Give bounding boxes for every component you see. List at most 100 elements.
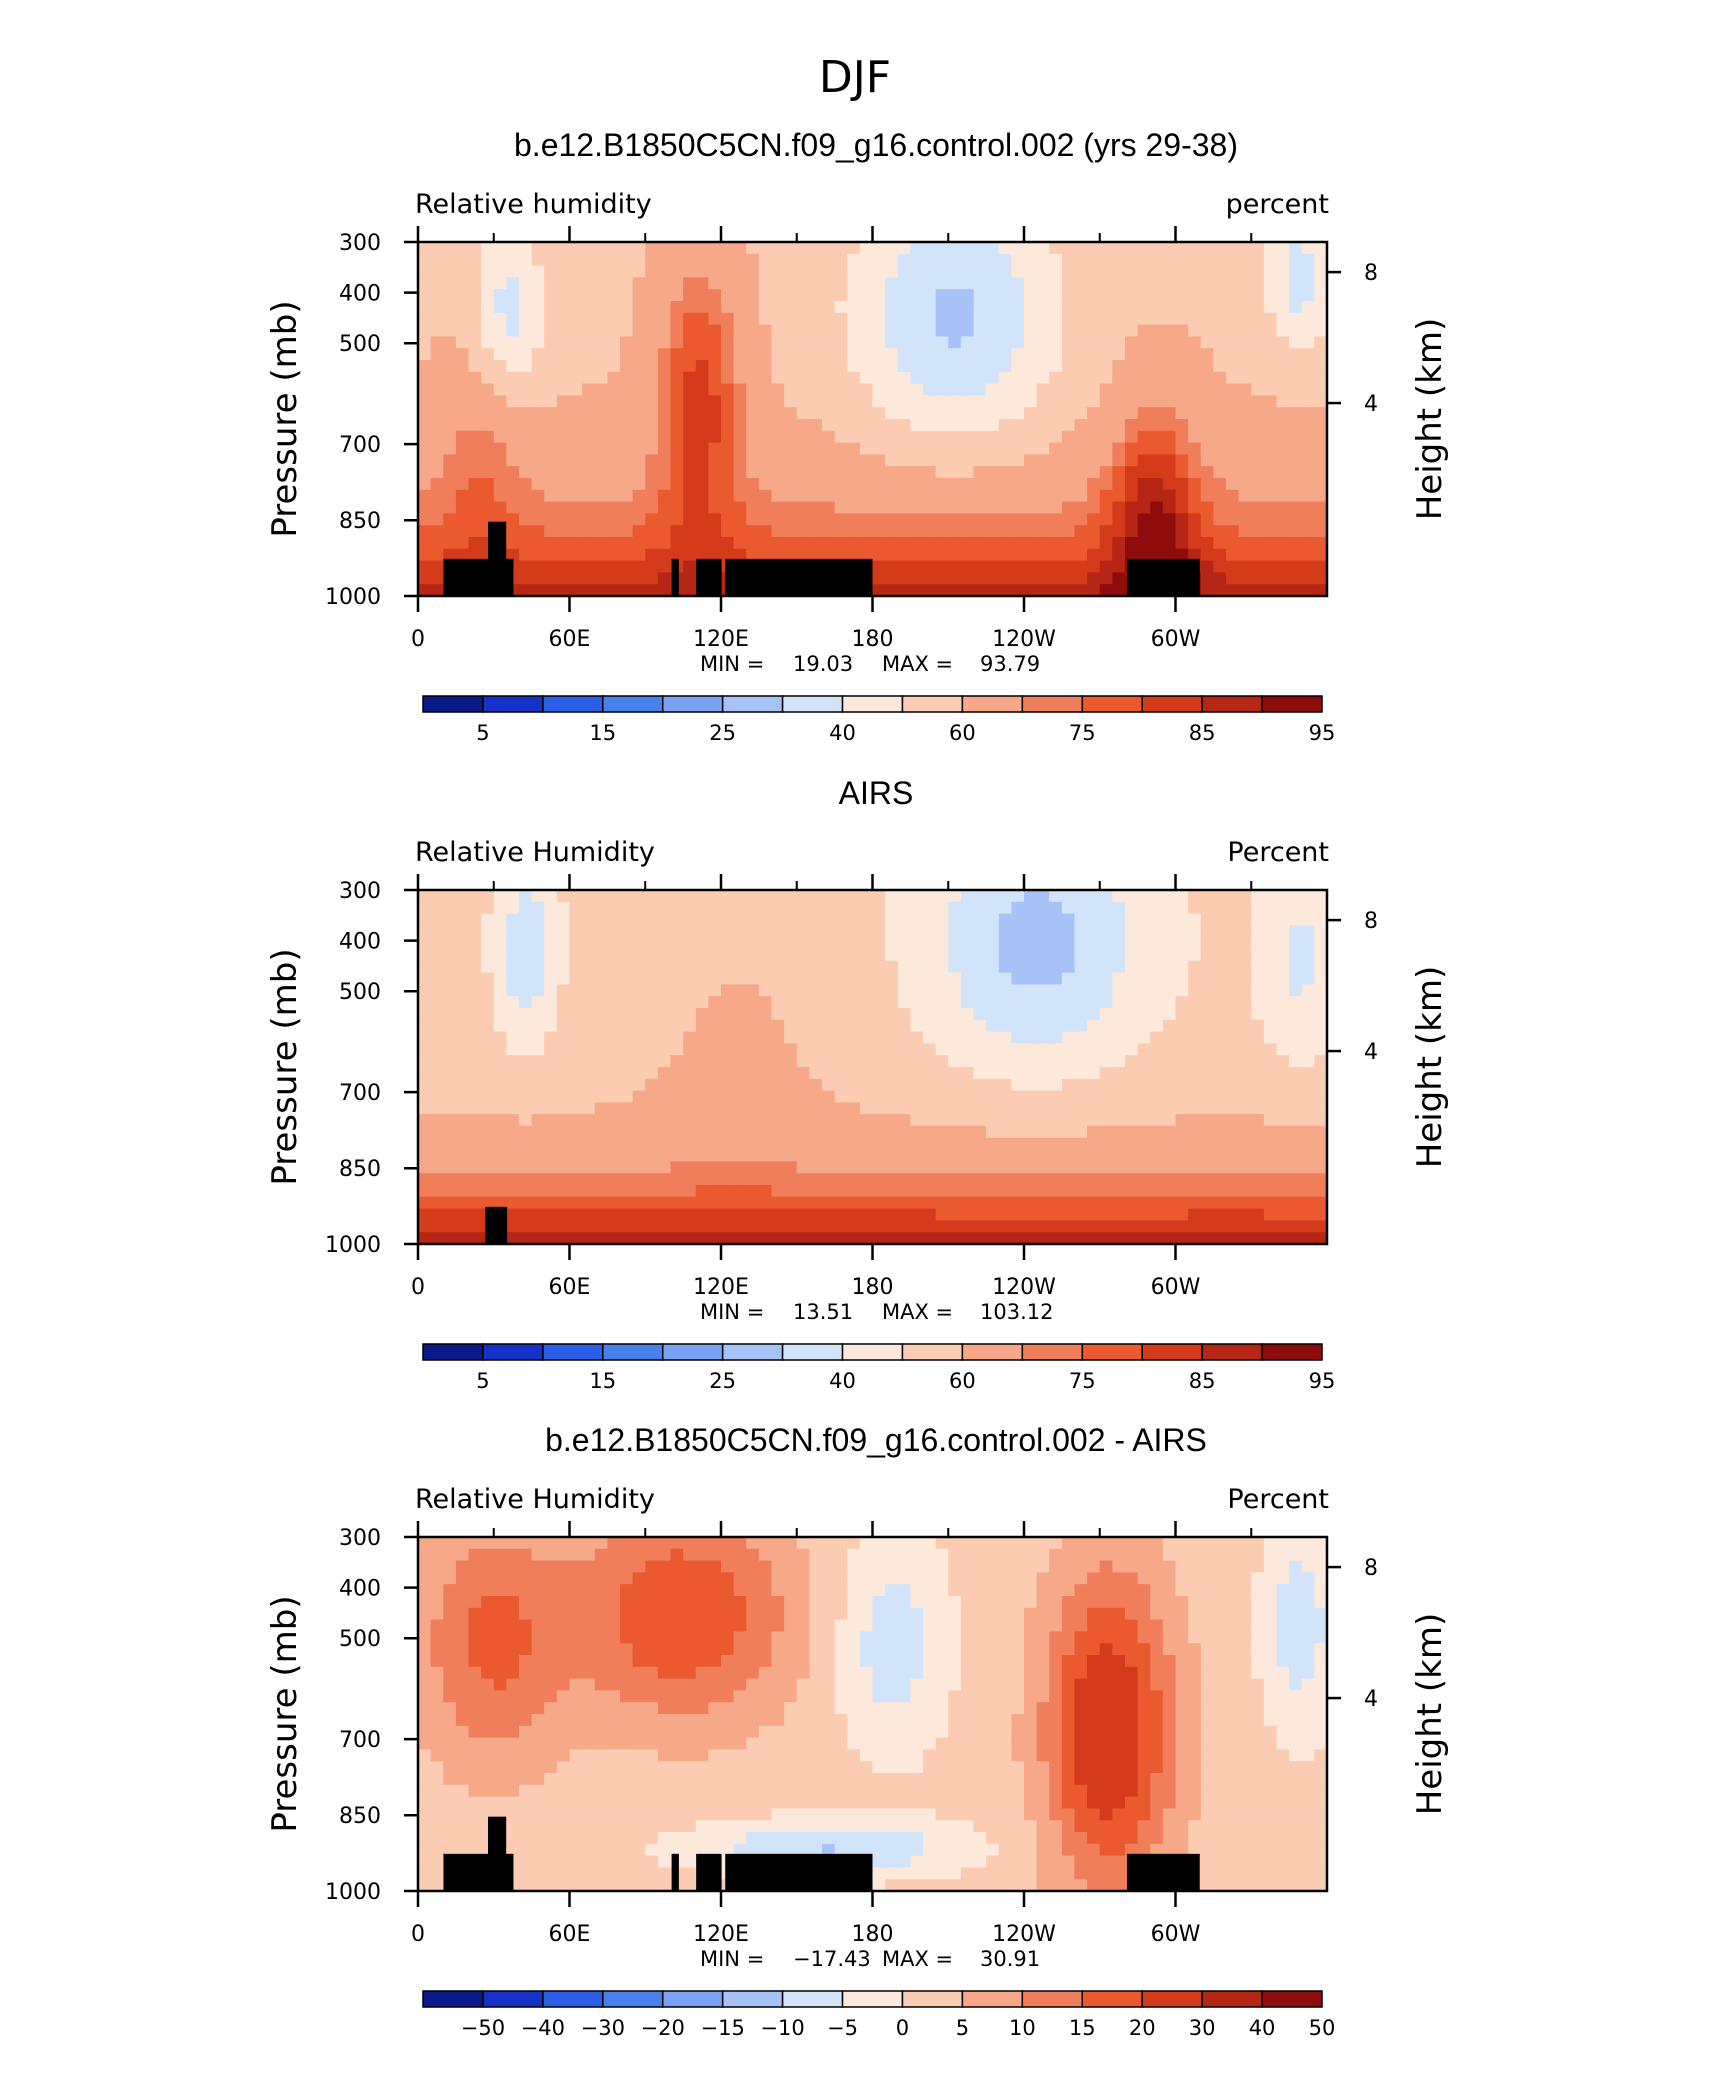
contour-cell — [923, 1196, 937, 1210]
contour-cell — [1226, 525, 1240, 538]
contour-cell — [822, 1126, 836, 1139]
contour-cell — [695, 360, 709, 373]
contour-cell — [443, 419, 457, 432]
contour-cell — [1175, 1149, 1189, 1162]
contour-cell — [683, 301, 697, 314]
contour-cell — [481, 1114, 495, 1127]
contour-cell — [809, 407, 823, 420]
contour-cell — [998, 1043, 1012, 1056]
contour-cell — [1200, 1137, 1214, 1151]
min-value: 13.51 — [793, 1300, 853, 1324]
contour-cell — [1251, 1232, 1265, 1245]
contour-cell — [645, 901, 659, 915]
contour-cell — [455, 1643, 470, 1656]
contour-cell — [973, 478, 987, 491]
contour-cell — [430, 1737, 444, 1750]
contour-cell — [1213, 383, 1227, 396]
contour-cell — [670, 253, 684, 267]
contour-cell — [1074, 996, 1088, 1009]
contour-cell — [506, 1137, 520, 1151]
contour-cell — [708, 1008, 722, 1021]
contour-cell — [973, 407, 987, 420]
contour-cell — [481, 1584, 495, 1597]
contour-cell — [569, 1761, 583, 1774]
contour-cell — [771, 1185, 785, 1198]
contour-cell — [418, 1031, 432, 1044]
contour-cell — [1162, 360, 1177, 373]
contour-cell — [594, 1702, 608, 1715]
contour-cell — [1087, 301, 1101, 314]
contour-cell — [822, 1008, 836, 1021]
contour-cell — [708, 1055, 722, 1068]
contour-cell — [544, 1749, 558, 1762]
contour-cell — [935, 548, 949, 562]
contour-cell — [506, 454, 520, 467]
contour-cell — [923, 913, 937, 926]
contour-cell — [519, 972, 533, 985]
contour-cell — [455, 1537, 470, 1550]
contour-cell — [998, 913, 1012, 926]
contour-cell — [468, 466, 482, 479]
contour-cell — [1314, 1114, 1328, 1127]
contour-cell — [1036, 937, 1050, 950]
contour-cell — [1301, 489, 1315, 503]
contour-cell — [430, 1220, 444, 1233]
contour-cell — [443, 548, 457, 562]
contour-cell — [986, 1043, 1000, 1056]
contour-cell — [897, 1031, 911, 1044]
contour-cell — [771, 1067, 785, 1080]
contour-cell — [1036, 242, 1050, 255]
contour-cell — [1024, 478, 1038, 491]
contour-cell — [1074, 489, 1088, 503]
contour-cell — [1150, 1232, 1164, 1245]
contour-cell — [493, 1548, 507, 1562]
contour-cell — [569, 1572, 583, 1585]
contour-cell — [569, 1126, 583, 1139]
contour-cell — [430, 1008, 444, 1021]
contour-cell — [872, 277, 886, 290]
contour-cell — [796, 253, 810, 267]
contour-cell — [986, 253, 1000, 267]
contour-cell — [1150, 442, 1164, 455]
contour-cell — [607, 501, 621, 514]
contour-cell — [620, 996, 634, 1009]
contour-cell — [1011, 277, 1025, 290]
contour-cell — [569, 1749, 583, 1762]
contour-cell — [935, 312, 949, 326]
contour-cell — [632, 572, 646, 585]
contour-cell — [796, 1173, 810, 1186]
contour-cell — [1061, 489, 1076, 503]
contour-cell — [1263, 972, 1278, 985]
contour-cell — [897, 525, 911, 538]
contour-cell — [670, 913, 684, 926]
contour-cell — [620, 407, 634, 420]
contour-cell — [1125, 1137, 1139, 1151]
contour-cell — [746, 1090, 760, 1103]
contour-cell — [1238, 572, 1252, 585]
contour-cell — [1263, 301, 1278, 314]
contour-cell — [455, 383, 470, 396]
colorbar-box — [901, 1343, 964, 1361]
contour-cell — [455, 984, 470, 997]
contour-cell — [1150, 489, 1164, 503]
contour-cell — [531, 925, 545, 938]
contour-cell — [531, 360, 545, 373]
contour-cell — [430, 960, 444, 974]
contour-cell — [1112, 407, 1126, 420]
contour-cell — [960, 301, 975, 314]
contour-cell — [418, 572, 432, 585]
contour-cell — [1314, 996, 1328, 1009]
contour-cell — [923, 1031, 937, 1044]
contour-cell — [847, 419, 861, 432]
contour-cell — [834, 265, 848, 278]
contour-cell — [582, 1548, 596, 1562]
contour-cell — [948, 901, 962, 915]
contour-cell — [418, 324, 432, 337]
contour-cell — [834, 890, 848, 903]
contour-cell — [1049, 277, 1063, 290]
contour-cell — [1213, 1161, 1227, 1174]
contour-cell — [455, 1808, 470, 1821]
contour-cell — [455, 1043, 470, 1056]
contour-cell — [1276, 395, 1290, 408]
contour-cell — [455, 1185, 470, 1198]
